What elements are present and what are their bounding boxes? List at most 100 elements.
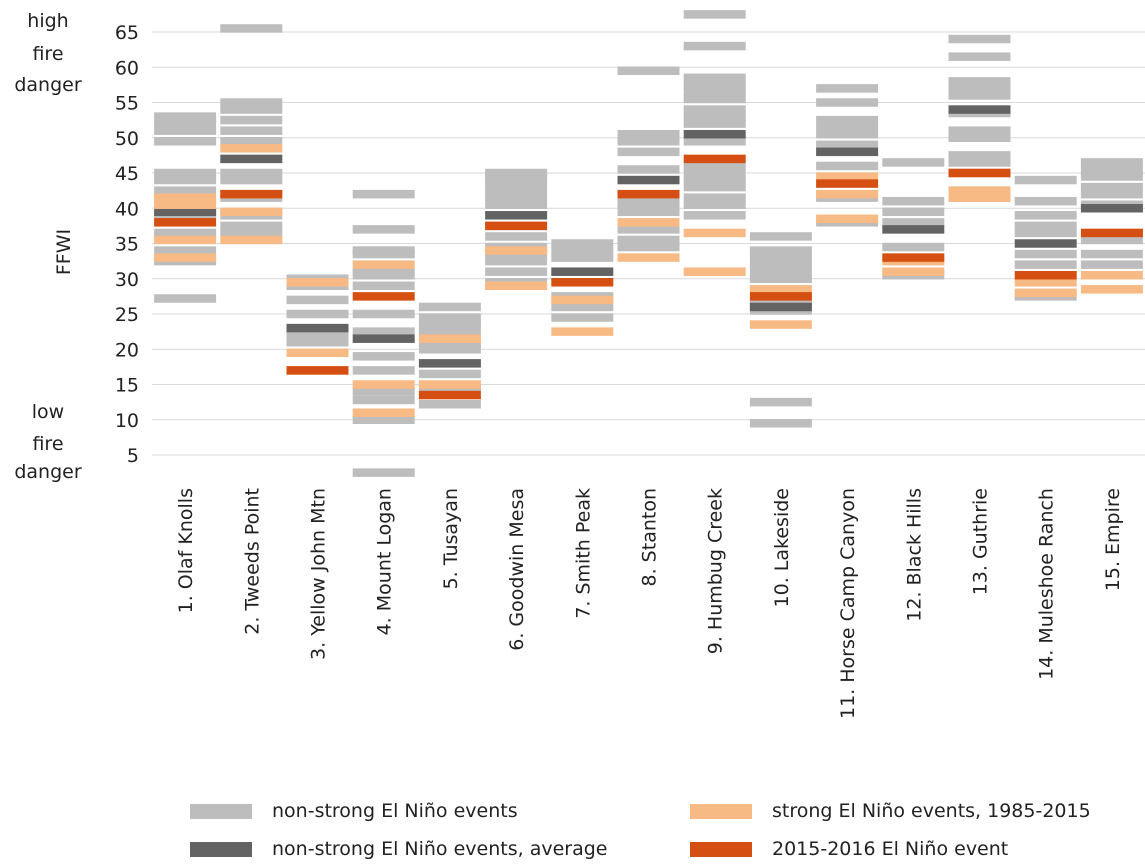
bar-mark xyxy=(882,196,945,206)
bar-mark xyxy=(418,302,481,312)
bar-mark xyxy=(286,323,349,333)
bar-mark xyxy=(816,179,879,188)
bar-mark xyxy=(1080,204,1143,213)
y-tick-label: 50 xyxy=(115,128,139,150)
bar-mark xyxy=(1014,221,1077,231)
bar-mark xyxy=(948,168,1011,178)
bar-mark xyxy=(683,119,746,128)
legend-swatch-non-strong xyxy=(190,803,252,819)
bar-mark xyxy=(352,189,415,199)
low-fire-danger-label: low xyxy=(32,401,64,423)
bar-mark xyxy=(617,225,680,234)
bar-mark xyxy=(551,327,614,336)
bar-mark xyxy=(418,380,481,389)
bar-mark xyxy=(1014,228,1077,238)
bar-mark xyxy=(1080,260,1143,269)
bar-mark xyxy=(749,285,812,294)
bar-mark xyxy=(154,253,217,262)
legend-swatch-non-strong-average xyxy=(190,841,252,857)
bar-mark xyxy=(948,126,1011,135)
bar-mark xyxy=(352,246,415,255)
bar-mark xyxy=(220,144,283,153)
legend-item-non-strong-average: non-strong El Niño events, average xyxy=(190,838,607,860)
series-strong-el-ni-o-events-1985-2015 xyxy=(154,144,1143,417)
y-tick-label: 55 xyxy=(115,93,139,115)
y-tick-label: 65 xyxy=(115,22,139,44)
bar-mark xyxy=(617,235,680,245)
bar-mark xyxy=(418,345,481,354)
bar-mark xyxy=(154,186,217,195)
legend-item-strong: strong El Niño events, 1985-2015 xyxy=(690,800,1091,822)
x-axis-category-labels: 1. Olaf Knolls 2. Tweeds Point 3. Yellow J… xyxy=(175,488,1124,719)
bar-mark xyxy=(1080,182,1143,192)
bar-mark xyxy=(1080,165,1143,174)
bar-mark xyxy=(816,214,879,224)
bar-mark xyxy=(352,292,415,301)
bar-mark xyxy=(1014,270,1077,280)
bar-mark xyxy=(749,253,812,262)
bar-mark xyxy=(418,320,481,329)
bar-mark xyxy=(154,193,217,202)
bar-mark xyxy=(617,242,680,252)
x-category-label: 9. Humbug Creek xyxy=(705,488,727,654)
bar-mark xyxy=(352,415,415,424)
bar-mark xyxy=(352,366,415,375)
bar-mark xyxy=(352,395,415,405)
bar-mark xyxy=(220,189,283,199)
bar-mark xyxy=(617,147,680,157)
bar-mark xyxy=(1080,189,1143,199)
low-fire-danger-label: danger xyxy=(14,461,81,483)
bar-mark xyxy=(948,193,1011,202)
legend-label-non-strong-average: non-strong El Niño events, average xyxy=(272,838,608,860)
x-category-label: 13. Guthrie xyxy=(970,488,992,595)
bar-mark xyxy=(418,313,481,322)
bar-mark xyxy=(220,235,283,245)
bar-mark xyxy=(683,41,746,51)
bar-mark xyxy=(154,218,217,227)
legend-item-2015-2016: 2015-2016 El Niño event xyxy=(690,838,1008,860)
bar-mark xyxy=(352,267,415,276)
x-category-label: 4. Mount Logan xyxy=(374,488,396,635)
bar-mark xyxy=(352,260,415,269)
bar-mark xyxy=(154,228,217,238)
bar-mark xyxy=(154,112,217,121)
bar-mark xyxy=(1080,285,1143,294)
bar-mark xyxy=(683,161,746,171)
bar-mark xyxy=(220,154,283,164)
bar-mark xyxy=(154,126,217,135)
bar-mark xyxy=(1080,235,1143,245)
bar-mark xyxy=(683,175,746,185)
bar-mark xyxy=(683,80,746,90)
bar-mark xyxy=(154,168,217,178)
bar-mark xyxy=(352,468,415,477)
bar-mark xyxy=(418,399,481,409)
bar-mark xyxy=(816,122,879,132)
bar-mark xyxy=(948,52,1011,61)
bar-mark xyxy=(1014,278,1077,287)
bar-mark xyxy=(749,232,812,241)
y-axis-tick-labels: 5 10 15 20 25 30 35 40 45 50 55 60 65 xyxy=(115,22,139,467)
bar-mark xyxy=(749,320,812,329)
bar-mark xyxy=(1080,228,1143,238)
high-fire-danger-label: high xyxy=(27,10,68,32)
x-category-label: 7. Smith Peak xyxy=(572,488,594,619)
bar-mark xyxy=(882,207,945,217)
bar-mark xyxy=(352,327,415,336)
bar-mark xyxy=(1014,288,1077,298)
bar-mark xyxy=(816,140,879,150)
y-axis-annotations: high fire danger low fire danger xyxy=(14,10,81,483)
bar-mark xyxy=(683,211,746,220)
y-tick-label: 5 xyxy=(127,445,139,467)
bar-mark xyxy=(154,200,217,209)
bar-mark xyxy=(882,158,945,167)
bar-mark xyxy=(683,137,746,146)
x-category-label: 1. Olaf Knolls xyxy=(175,488,197,613)
x-category-label: 2. Tweeds Point xyxy=(241,488,263,635)
series-bars xyxy=(154,10,1143,477)
x-category-label: 10. Lakeside xyxy=(771,488,793,607)
bar-mark xyxy=(154,235,217,245)
x-category-label: 14. Muleshoe Ranch xyxy=(1036,488,1058,680)
bar-mark xyxy=(286,366,349,375)
bar-mark xyxy=(352,408,415,417)
x-category-label: 6. Goodwin Mesa xyxy=(506,488,528,651)
